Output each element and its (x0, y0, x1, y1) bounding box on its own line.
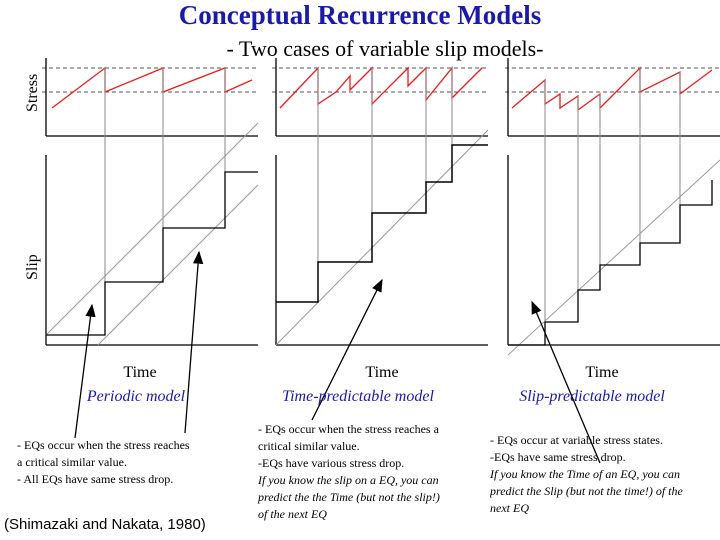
description-line: - EQs occur when the stress reaches (17, 438, 190, 452)
time-label-time-predictable: Time (365, 364, 399, 381)
arrow-periodic-1 (74, 303, 96, 439)
slip-predictable-panel (505, 58, 720, 356)
periodic-model-panel (42, 58, 259, 346)
upper-trend-line (45, 122, 259, 336)
slip-predictable-model-title: Slip-predictable model (519, 388, 665, 405)
description-line: -EQs have various stress drop. (258, 456, 405, 470)
time-predictable-panel (272, 58, 489, 346)
description-line: -EQs have same stress drop. (490, 450, 626, 464)
citation: (Shimazaki and Nakata, 1980) (4, 516, 206, 533)
slip-staircase (276, 144, 488, 303)
description-line: - All EQs have same stress drop. (17, 472, 174, 486)
time-label-slip-predictable: Time (585, 364, 619, 381)
slip-predictable-description: - EQs occur at variable stress states. -… (490, 432, 720, 517)
periodic-model-title: Periodic model (86, 388, 186, 405)
page-title: Conceptual Recurrence Models (178, 0, 542, 30)
arrow-slip-predictable (531, 300, 601, 464)
time-predictable-description: - EQs occur when the stress reaches a cr… (258, 421, 494, 523)
lower-trend-line (97, 184, 259, 346)
description-line: of the next EQ (258, 507, 327, 521)
time-label-periodic: Time (123, 364, 157, 381)
page-subtitle: - Two cases of variable slip models- (226, 36, 544, 61)
description-line: - EQs occur when the stress reaches a (258, 422, 439, 436)
description-line: predict the the Time (but not the slip!) (258, 490, 440, 504)
description-line: critical similar value. (258, 439, 360, 453)
arrow-periodic-2 (184, 250, 204, 434)
annotation-arrows (74, 250, 601, 464)
base-trend-line (507, 159, 720, 356)
periodic-description: - EQs occur when the stress reaches a cr… (17, 437, 257, 488)
description-line: - EQs occur at variable stress states. (490, 433, 663, 447)
slip-staircase (508, 180, 713, 346)
description-line: a critical similar value. (17, 455, 127, 469)
slip-staircase (46, 171, 258, 336)
stress-curve (51, 66, 253, 109)
description-line: If you know the slip on a EQ, you can (258, 473, 439, 487)
description-line: If you know the Time of an EQ, you can (490, 467, 680, 481)
arrow-time-predictable (311, 278, 383, 421)
threshold-trend-line (275, 129, 489, 346)
description-line: predict the Slip (but not the time!) of … (490, 484, 683, 498)
description-line: next EQ (490, 501, 529, 515)
stress-curve (511, 66, 713, 112)
time-predictable-model-title: Time-predictable model (282, 388, 434, 405)
